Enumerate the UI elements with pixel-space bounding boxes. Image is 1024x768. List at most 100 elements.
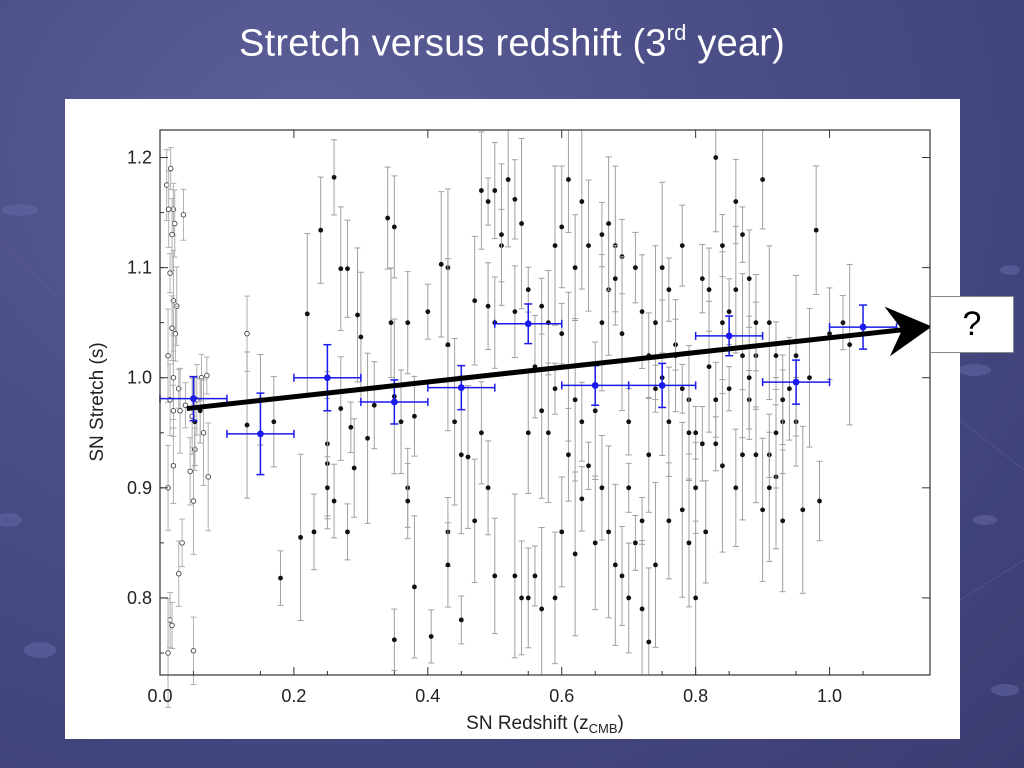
sn-point	[411, 375, 418, 457]
sn-point	[612, 244, 619, 313]
sn-point	[485, 177, 492, 226]
sn-point	[813, 165, 820, 295]
lowz-point	[172, 305, 179, 362]
sn-point	[839, 295, 846, 351]
sn-point	[277, 550, 284, 606]
slide-title-main: Stretch versus redshift (3	[239, 22, 667, 65]
sn-point	[665, 366, 672, 477]
sn-point	[692, 520, 699, 676]
sn-point	[585, 179, 592, 312]
sn-point	[746, 229, 753, 328]
sn-point	[732, 225, 739, 354]
sn-point	[391, 608, 398, 671]
lowz-point	[180, 188, 187, 241]
lowz-point	[165, 170, 172, 248]
sn-point	[806, 307, 813, 448]
binned-point	[828, 304, 898, 350]
sn-point	[471, 235, 478, 366]
lowz-point	[165, 597, 172, 708]
slide-title-end: year)	[686, 22, 785, 65]
sn-point	[511, 159, 518, 240]
sn-point	[578, 381, 585, 462]
lowz-point	[171, 189, 178, 258]
sn-point	[639, 496, 646, 545]
sn-point	[625, 462, 632, 513]
sn-point	[337, 356, 344, 461]
lowz-point	[205, 422, 212, 532]
sn-point	[779, 354, 786, 446]
sn-point	[826, 287, 833, 380]
x-tick-label: 0.4	[415, 686, 440, 706]
sn-point	[665, 257, 672, 322]
sn-point	[518, 137, 525, 310]
lowz-point	[169, 198, 176, 272]
sn-point	[531, 315, 538, 419]
chart-panel: 0.0 0.2 0.4 0.6 0.8 1.0 0.8 0.9 1.0 1.1 1.2 SN Str…	[65, 99, 960, 739]
sn-point	[347, 401, 354, 453]
sn-point	[625, 542, 632, 654]
x-axis-label-main: SN Redshift (z	[466, 713, 588, 734]
sn-point	[552, 165, 559, 326]
sn-point	[598, 435, 605, 541]
lowz-point	[190, 447, 197, 555]
sn-point	[444, 522, 451, 608]
slide-title-superscript: rd	[666, 20, 687, 45]
sn-point	[719, 251, 726, 395]
sn-point	[371, 361, 378, 450]
sn-point	[739, 273, 746, 439]
sn-point	[692, 441, 699, 534]
sn-point	[726, 366, 733, 412]
y-tick-label: 0.8	[127, 588, 152, 608]
sn-point	[685, 478, 692, 608]
sn-point	[645, 567, 652, 676]
sn-point	[505, 129, 512, 248]
y-tick-label: 1.2	[127, 148, 152, 168]
lowz-point	[169, 601, 176, 650]
sn-point	[538, 527, 545, 676]
sn-point	[478, 131, 485, 250]
sn-point	[752, 274, 759, 372]
sn-point	[411, 515, 418, 659]
sn-point	[404, 271, 411, 375]
sn-point	[645, 396, 652, 513]
binned-point	[761, 359, 831, 405]
sn-point	[244, 351, 251, 499]
sn-point	[331, 139, 338, 216]
sn-point	[846, 263, 853, 426]
lowz-point	[167, 592, 174, 648]
sn-point	[572, 471, 579, 637]
x-tick-label: 0.2	[281, 686, 306, 706]
sn-point	[719, 379, 726, 553]
sn-point	[438, 191, 445, 338]
sn-point	[424, 283, 431, 340]
y-axis-label: SN Stretch (s)	[87, 342, 108, 461]
sn-point	[572, 214, 579, 321]
x-tick-label: 1.0	[817, 686, 842, 706]
lowz-point	[175, 368, 182, 409]
sn-point	[773, 321, 779, 391]
lowz-point	[200, 379, 207, 486]
sn-point	[388, 267, 394, 378]
sn-point	[786, 336, 793, 441]
sn-point	[632, 231, 639, 304]
sn-point	[391, 175, 398, 279]
lowz-point	[170, 427, 177, 505]
sn-point	[625, 388, 632, 456]
sn-point	[458, 595, 465, 645]
sn-point	[632, 514, 639, 571]
sn-point	[552, 531, 559, 665]
plot-frame	[159, 129, 931, 676]
lowz-point	[187, 437, 194, 506]
lowz-point	[167, 147, 174, 191]
sn-point	[444, 258, 451, 432]
sn-point	[665, 462, 672, 580]
lowz-point	[182, 382, 189, 429]
sn-point	[702, 480, 709, 584]
sn-point	[578, 466, 585, 532]
sn-point	[712, 361, 719, 438]
sn-point	[766, 245, 773, 401]
sn-point	[699, 406, 706, 482]
lowz-point	[165, 444, 172, 531]
sn-point	[679, 204, 686, 287]
